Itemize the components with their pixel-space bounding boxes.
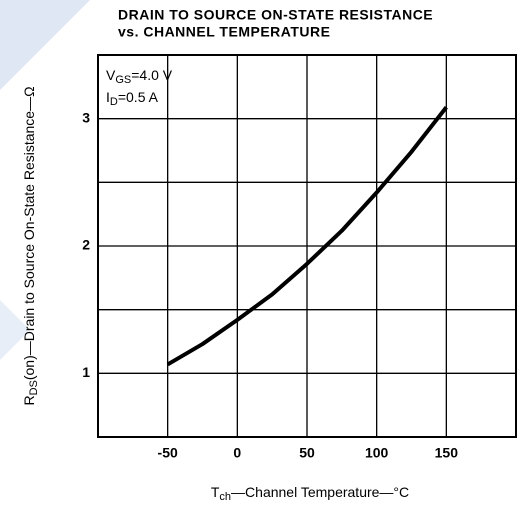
annotation-sub: D xyxy=(110,96,118,108)
annotation: ID=0.5 A xyxy=(106,89,159,108)
y-tick-label: 1 xyxy=(82,364,90,380)
watermark xyxy=(0,300,30,360)
annotation-part: V xyxy=(106,67,116,83)
chart-title: DRAIN TO SOURCE ON-STATE RESISTANCE xyxy=(118,7,433,23)
y-label-part: R xyxy=(21,395,37,405)
x-tick-label: 150 xyxy=(435,445,459,461)
data-line xyxy=(166,105,448,367)
annotation-sub: GS xyxy=(115,74,131,86)
y-label-sub: DS xyxy=(28,380,40,395)
chart-title: vs. CHANNEL TEMPERATURE xyxy=(118,24,330,40)
x-tick-label: 0 xyxy=(233,445,241,461)
y-axis-label: RDS(on)—Drain to Source On-State Resista… xyxy=(21,86,40,405)
x-label-sub: ch xyxy=(219,491,231,503)
x-label-part: T xyxy=(211,484,220,500)
x-label-part: —Channel Temperature—°C xyxy=(231,484,409,500)
y-tick-label: 2 xyxy=(82,237,90,253)
watermark xyxy=(0,0,90,90)
x-axis-label: Tch—Channel Temperature—°C xyxy=(211,484,409,503)
annotation-part: =0.5 A xyxy=(118,89,159,105)
annotation-part: =4.0 V xyxy=(131,67,173,83)
y-tick-label: 3 xyxy=(82,109,90,125)
plot-frame xyxy=(97,54,517,438)
x-tick-label: 100 xyxy=(365,445,389,461)
x-tick-label: -50 xyxy=(158,445,178,461)
annotation-part: I xyxy=(106,89,110,105)
y-label-part: (on)—Drain to Source On-State Resistance… xyxy=(21,86,37,380)
annotation: VGS=4.0 V xyxy=(106,67,173,86)
x-tick-label: 50 xyxy=(299,445,315,461)
